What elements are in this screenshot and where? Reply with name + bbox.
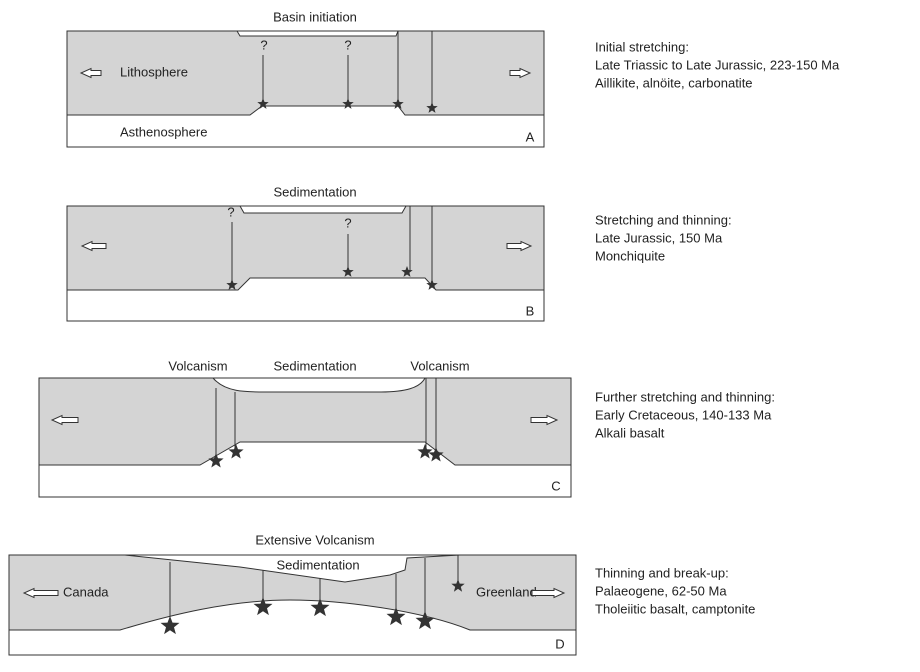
- stage-label: Sedimentation: [276, 557, 359, 572]
- stage-label: Sedimentation: [273, 358, 356, 373]
- question-mark: ?: [260, 37, 267, 52]
- question-mark: ?: [344, 215, 351, 230]
- layer-label: Asthenosphere: [120, 124, 207, 139]
- panel-d: Extensive Volcanism Sedimentation Canada…: [9, 532, 576, 655]
- description-line: Initial stretching:: [595, 39, 689, 54]
- description-line: Aillikite, alnöite, carbonatite: [595, 75, 753, 90]
- basin: [213, 378, 425, 392]
- panel-letter: A: [526, 129, 535, 144]
- panel-a: Basin initiation ? ? Lithosphere Astheno…: [67, 9, 544, 147]
- rift-diagram: Basin initiation ? ? Lithosphere Astheno…: [0, 0, 920, 672]
- stage-label: Volcanism: [410, 358, 469, 373]
- description-line: Late Jurassic, 150 Ma: [595, 230, 723, 245]
- stage-label: Basin initiation: [273, 9, 357, 24]
- place-label: Canada: [63, 584, 109, 599]
- lithosphere: [67, 206, 544, 290]
- description-line: Palaeogene, 62-50 Ma: [595, 583, 727, 598]
- descriptions: Initial stretching: Late Triassic to Lat…: [595, 39, 840, 616]
- layer-label: Lithosphere: [120, 64, 188, 79]
- description-line: Further stretching and thinning:: [595, 389, 775, 404]
- description-line: Tholeiitic basalt, camptonite: [595, 601, 755, 616]
- panel-b: Sedimentation ? ? B: [67, 184, 544, 321]
- question-mark: ?: [344, 37, 351, 52]
- place-label: Greenland: [476, 584, 537, 599]
- basin: [237, 31, 398, 36]
- panel-c: Volcanism Sedimentation Volcanism C: [39, 358, 571, 497]
- panel-letter: B: [526, 303, 535, 318]
- stage-label: Sedimentation: [273, 184, 356, 199]
- description-line: Early Cretaceous, 140-133 Ma: [595, 407, 772, 422]
- description-line: Late Triassic to Late Jurassic, 223-150 …: [595, 57, 840, 72]
- panel-letter: D: [555, 636, 564, 651]
- description-line: Thinning and break-up:: [595, 565, 729, 580]
- stage-label: Volcanism: [168, 358, 227, 373]
- question-mark: ?: [227, 204, 234, 219]
- description-line: Stretching and thinning:: [595, 212, 732, 227]
- description-line: Monchiquite: [595, 248, 665, 263]
- stage-label: Extensive Volcanism: [255, 532, 374, 547]
- basin: [240, 206, 406, 213]
- description-line: Alkali basalt: [595, 425, 665, 440]
- panel-letter: C: [551, 478, 560, 493]
